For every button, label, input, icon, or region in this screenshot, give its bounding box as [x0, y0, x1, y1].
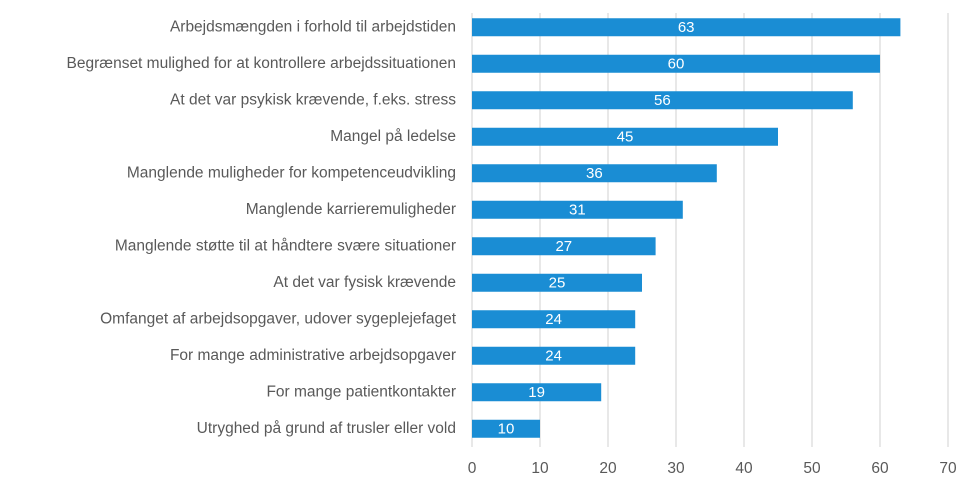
value-label: 24: [545, 311, 562, 328]
y-tick-label: Arbejdsmængden i forhold til arbejdstide…: [170, 18, 456, 35]
y-tick-label: At det var psykisk krævende, f.eks. stre…: [170, 91, 456, 108]
y-tick-label: For mange patientkontakter: [266, 383, 456, 400]
value-label: 10: [498, 421, 515, 438]
y-tick-label: Begrænset mulighed for at kontrollere ar…: [67, 55, 456, 72]
bar: [472, 91, 853, 110]
value-label: 63: [678, 19, 695, 36]
bar: [472, 127, 778, 146]
bar: [472, 18, 901, 37]
value-label: 24: [545, 348, 562, 365]
bar: [472, 164, 717, 183]
y-tick-label: For mange administrative arbejdsopgaver: [170, 347, 456, 364]
bar: [472, 200, 683, 219]
value-label: 36: [586, 165, 603, 182]
y-tick-label: Utryghed på grund af trusler eller vold: [197, 420, 456, 437]
y-tick-label: Manglende støtte til at håndtere svære s…: [115, 237, 456, 254]
value-label: 56: [654, 92, 671, 109]
bar: [472, 383, 602, 402]
y-tick-label: Manglende karrieremuligheder: [246, 201, 456, 218]
x-tick-label: 20: [599, 460, 617, 477]
x-tick-label: 30: [667, 460, 685, 477]
x-tick-label: 40: [735, 460, 753, 477]
x-tick-label: 10: [531, 460, 549, 477]
bar: [472, 273, 642, 292]
x-tick-label: 50: [803, 460, 821, 477]
bar: [472, 54, 880, 73]
y-tick-label: Mangel på ledelse: [330, 128, 456, 145]
x-tick-label: 0: [468, 460, 477, 477]
y-tick-label: At det var fysisk krævende: [273, 274, 456, 291]
value-label: 60: [668, 56, 685, 73]
value-label: 27: [555, 238, 572, 255]
value-label: 31: [569, 202, 586, 219]
value-label: 45: [617, 129, 634, 146]
bar: [472, 419, 540, 438]
value-label: 19: [528, 384, 545, 401]
value-label: 25: [549, 275, 566, 292]
y-tick-label: Omfanget af arbejdsopgaver, udover sygep…: [100, 310, 457, 327]
bar: [472, 237, 656, 256]
x-tick-label: 70: [939, 460, 957, 477]
y-tick-label: Manglende muligheder for kompetenceudvik…: [127, 164, 456, 181]
bar: [472, 310, 636, 329]
x-tick-label: 60: [871, 460, 889, 477]
bar: [472, 346, 636, 365]
